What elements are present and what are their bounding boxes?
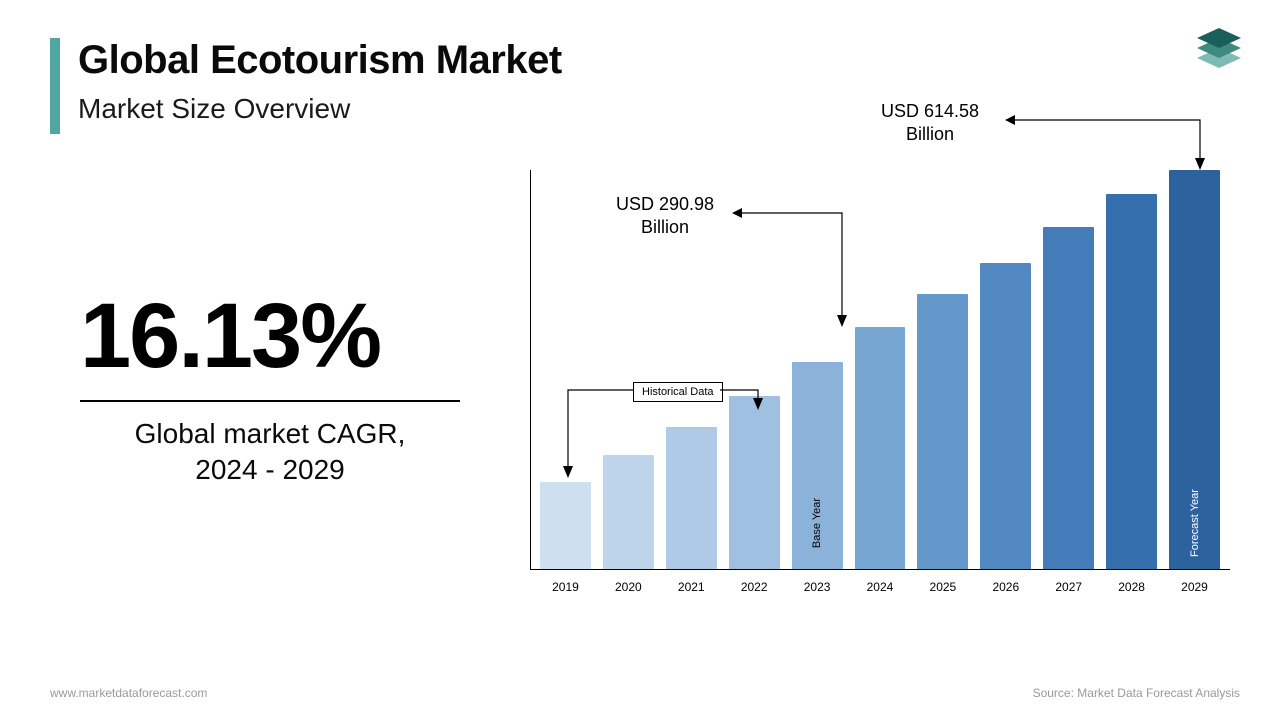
x-axis: [530, 569, 1230, 570]
arrow-2029-icon: [1005, 112, 1215, 172]
bar: [980, 263, 1031, 569]
arrow-historical-left-icon: [560, 388, 640, 488]
cagr-label: Global market CAGR, 2024 - 2029: [80, 416, 460, 489]
footer-url: www.marketdataforecast.com: [50, 686, 207, 700]
cagr-value: 16.13%: [80, 290, 460, 382]
cagr-label-line1: Global market CAGR,: [135, 418, 406, 449]
page-subtitle: Market Size Overview: [78, 93, 562, 125]
bar: [855, 327, 906, 569]
callout-2029-text: USD 614.58Billion: [881, 101, 979, 144]
x-axis-label: 2029: [1169, 580, 1220, 594]
bar: [729, 396, 780, 569]
x-axis-label: 2023: [792, 580, 843, 594]
x-axis-label: 2021: [666, 580, 717, 594]
x-axis-label: 2025: [917, 580, 968, 594]
bar: [1106, 194, 1157, 569]
arrow-2024-icon: [732, 205, 892, 345]
bar: [917, 294, 968, 570]
bar-inner-label: Base Year: [811, 498, 823, 548]
bar: [666, 427, 717, 570]
x-axis-label: 2019: [540, 580, 591, 594]
page-title: Global Ecotourism Market: [78, 38, 562, 83]
callout-2024: USD 290.98Billion: [595, 193, 735, 240]
x-labels: 2019 2020 2021 2022 2023 2024 2025 2026 2027 2028…: [540, 580, 1220, 594]
accent-bar: [50, 38, 60, 134]
callout-2029: USD 614.58Billion: [855, 100, 1005, 147]
x-axis-label: 2028: [1106, 580, 1157, 594]
cagr-divider: [80, 400, 460, 402]
bar: Forecast Year: [1169, 170, 1220, 569]
bar: [540, 482, 591, 569]
y-axis: [530, 170, 531, 570]
bar: Base Year: [792, 362, 843, 569]
bar-inner-label: Forecast Year: [1189, 489, 1201, 557]
page: Global Ecotourism Market Market Size Ove…: [0, 0, 1280, 720]
cagr-label-line2: 2024 - 2029: [195, 454, 344, 485]
x-axis-label: 2026: [980, 580, 1031, 594]
x-axis-label: 2027: [1043, 580, 1094, 594]
x-axis-label: 2020: [603, 580, 654, 594]
historical-data-label: Historical Data: [633, 382, 723, 402]
footer-source: Source: Market Data Forecast Analysis: [1033, 686, 1240, 700]
title-block: Global Ecotourism Market Market Size Ove…: [50, 38, 562, 125]
x-axis-label: 2024: [855, 580, 906, 594]
x-axis-label: 2022: [729, 580, 780, 594]
arrow-historical-right-icon: [720, 388, 780, 410]
bar: [1043, 227, 1094, 569]
brand-logo-icon: [1188, 22, 1250, 85]
cagr-block: 16.13% Global market CAGR, 2024 - 2029: [80, 290, 460, 489]
callout-2024-text: USD 290.98Billion: [616, 194, 714, 237]
